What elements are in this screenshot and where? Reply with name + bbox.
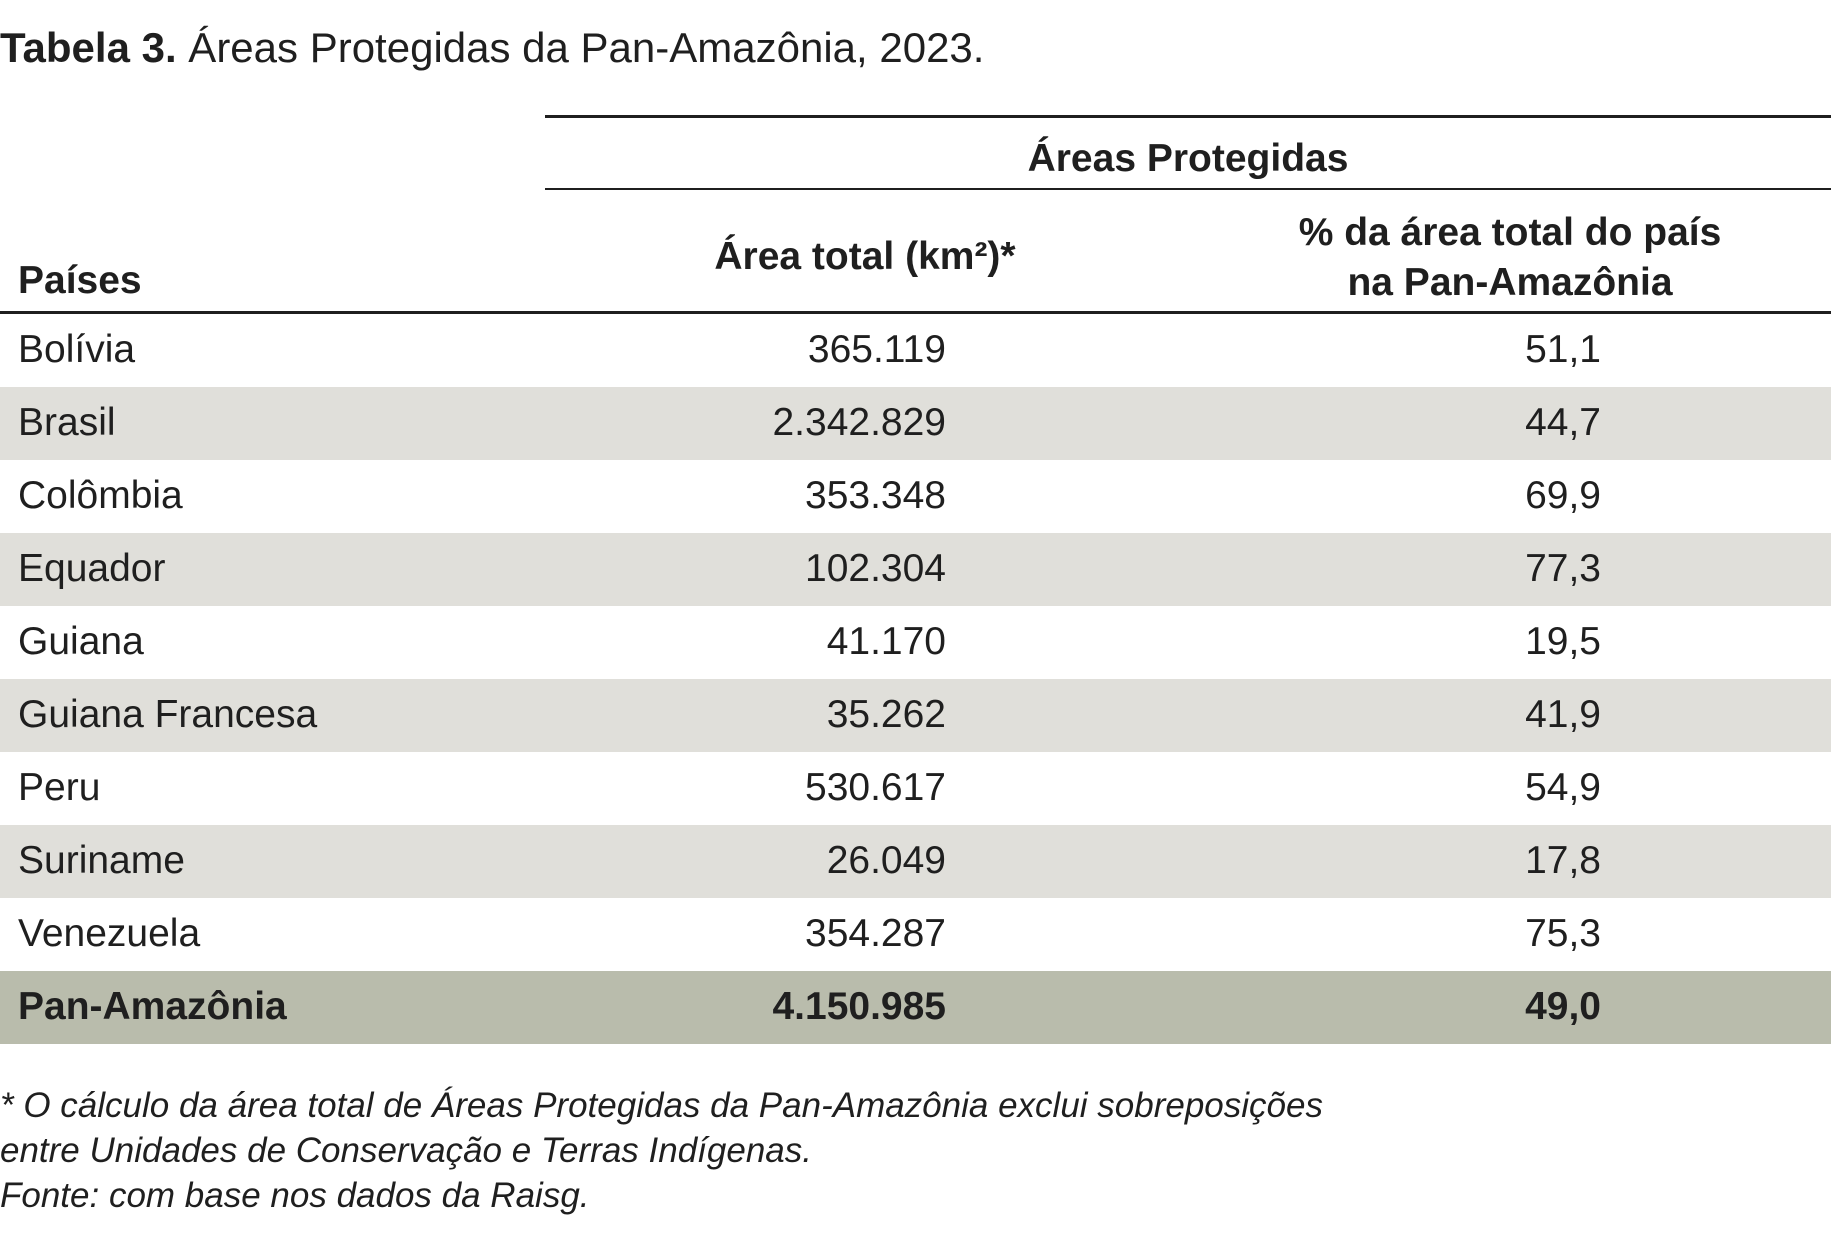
cell-area: 530.617	[805, 766, 946, 809]
table-row: Venezuela 354.287 75,3	[0, 898, 1831, 971]
cell-country: Equador	[18, 547, 166, 590]
table-row: Colômbia 353.348 69,9	[0, 460, 1831, 533]
source-note: Fonte: com base nos dados da Raisg.	[0, 1176, 590, 1215]
group-header: Áreas Protegidas	[1027, 137, 1349, 180]
cell-country: Bolívia	[18, 328, 136, 371]
group-header-top-rule	[545, 115, 1831, 118]
cell-country: Guiana Francesa	[18, 693, 318, 736]
table-row: Guiana Francesa 35.262 41,9	[0, 679, 1831, 752]
total-country: Pan-Amazônia	[18, 985, 287, 1028]
table-row: Equador 102.304 77,3	[0, 533, 1831, 606]
cell-area: 41.170	[826, 620, 946, 663]
cell-country: Brasil	[18, 401, 116, 444]
cell-country: Peru	[18, 766, 101, 809]
cell-country: Colômbia	[18, 474, 183, 517]
table-total-row: Pan-Amazônia 4.150.985 49,0	[0, 971, 1831, 1044]
cell-area: 102.304	[805, 547, 946, 590]
group-header-bottom-rule	[545, 188, 1831, 190]
cell-area: 35.262	[826, 693, 946, 736]
table-row: Guiana 41.170 19,5	[0, 606, 1831, 679]
cell-country: Venezuela	[18, 912, 201, 955]
table-body: Bolívia 365.119 51,1 Brasil 2.342.829 44…	[0, 314, 1831, 1044]
cell-percent: 41,9	[1525, 693, 1601, 736]
table-row: Brasil 2.342.829 44,7	[0, 387, 1831, 460]
cell-percent: 44,7	[1525, 401, 1601, 444]
cell-percent: 51,1	[1525, 328, 1601, 371]
column-header-country: Países	[18, 259, 142, 302]
column-header-area: Área total (km²)*	[714, 235, 1016, 278]
cell-area: 26.049	[826, 839, 946, 882]
header-bottom-rule	[0, 311, 1831, 314]
cell-country: Suriname	[18, 839, 185, 882]
total-percent: 49,0	[1525, 985, 1601, 1028]
cell-area: 353.348	[805, 474, 946, 517]
table-row: Bolívia 365.119 51,1	[0, 314, 1831, 387]
cell-percent: 17,8	[1525, 839, 1601, 882]
cell-area: 354.287	[805, 912, 946, 955]
table-row: Peru 530.617 54,9	[0, 752, 1831, 825]
table-row: Suriname 26.049 17,8	[0, 825, 1831, 898]
cell-area: 365.119	[807, 328, 946, 371]
column-header-percent-line1: % da área total do país	[1298, 211, 1722, 254]
footnote-line2: entre Unidades de Conservação e Terras I…	[0, 1131, 812, 1170]
footnote-line1: * O cálculo da área total de Áreas Prote…	[0, 1086, 1323, 1125]
footnotes: * O cálculo da área total de Áreas Prote…	[0, 1083, 1323, 1218]
cell-percent: 19,5	[1525, 620, 1601, 663]
caption-label: Tabela 3.	[0, 24, 177, 71]
cell-country: Guiana	[18, 620, 144, 663]
cell-percent: 77,3	[1525, 547, 1601, 590]
column-header-percent: % da área total do país na Pan-Amazônia	[1170, 208, 1831, 308]
table-caption: Tabela 3. Áreas Protegidas da Pan-Amazôn…	[0, 22, 984, 74]
cell-percent: 54,9	[1525, 766, 1601, 809]
cell-percent: 75,3	[1525, 912, 1601, 955]
cell-area: 2.342.829	[772, 401, 946, 444]
column-header-percent-line2: na Pan-Amazônia	[1347, 261, 1673, 304]
cell-percent: 69,9	[1525, 474, 1601, 517]
total-area: 4.150.985	[772, 985, 946, 1028]
caption-text: Áreas Protegidas da Pan-Amazônia, 2023.	[176, 24, 985, 71]
